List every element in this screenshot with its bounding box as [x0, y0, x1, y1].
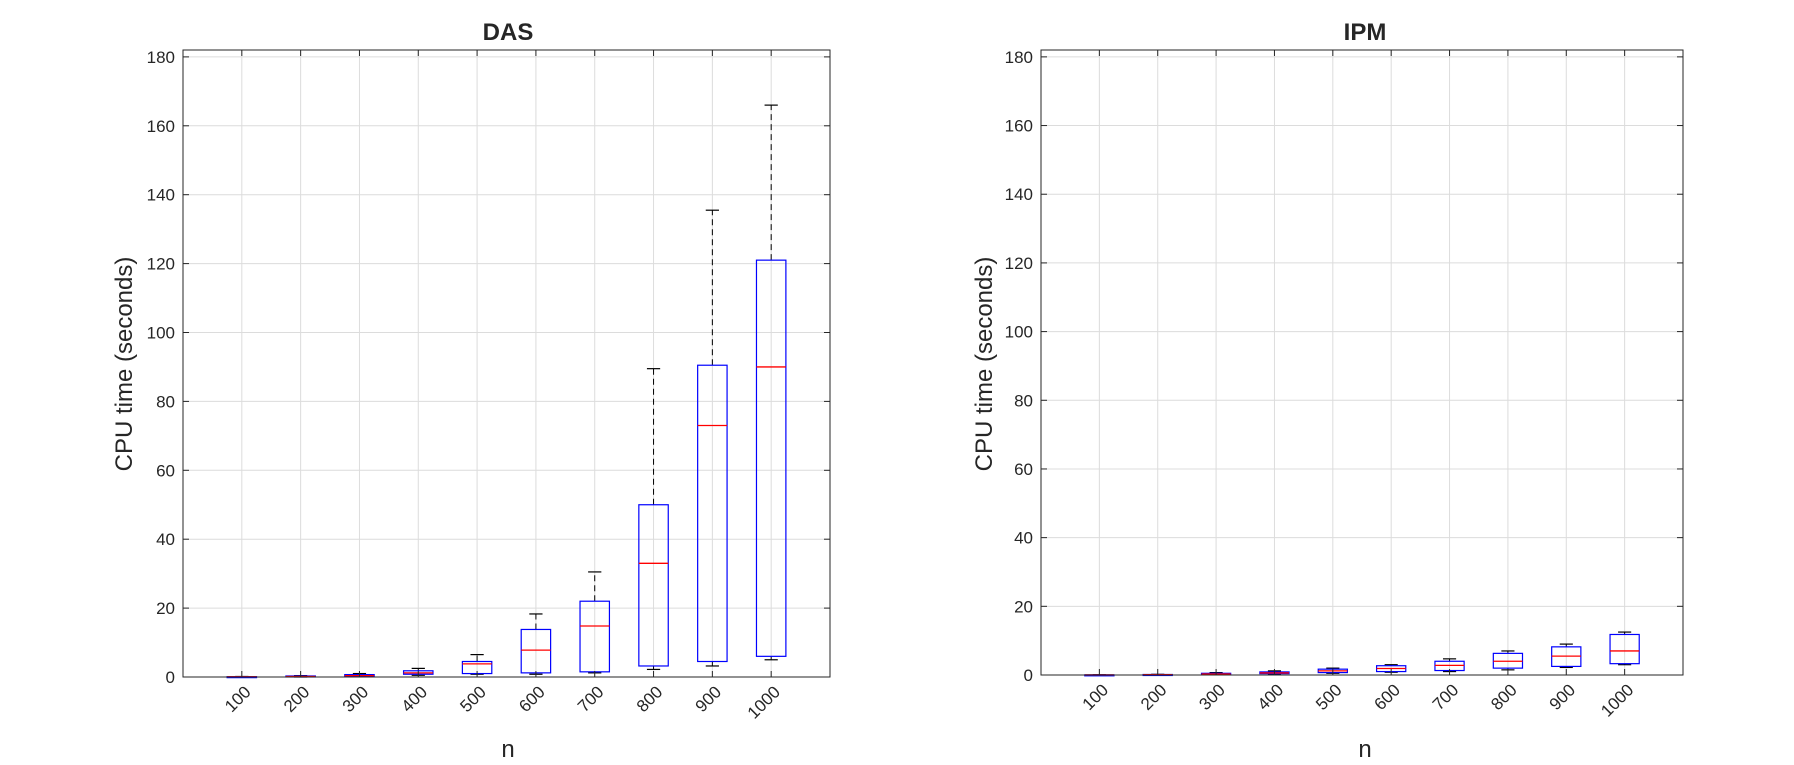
das-y-tick-label: 80 — [156, 392, 175, 411]
ipm-y-ticks: 0 20 40 60 80 100 120 140 160 180 — [1005, 48, 1683, 685]
das-grid — [183, 50, 830, 678]
das-x-ticks: 100 200 300 400 500 600 700 800 900 1000 — [221, 50, 784, 723]
das-y-tick-label: 0 — [166, 668, 175, 687]
ipm-x-tick-label: 300 — [1195, 680, 1228, 713]
ipm-iqr-box — [1609, 633, 1640, 665]
ipm-y-tick-label: 0 — [1024, 666, 1033, 685]
ipm-x-ticks: 100 200 300 400 500 600 700 800 900 1000 — [1079, 50, 1637, 721]
das-iqr-box — [755, 259, 787, 657]
das-x-tick-label: 400 — [398, 682, 431, 715]
das-chart: DAS CPU time (seconds) n 0 20 40 60 80 100 120… — [111, 19, 831, 763]
das-iqr-box — [638, 504, 669, 667]
ipm-chart-title: IPM — [1344, 19, 1387, 46]
ipm-box-900 — [1551, 643, 1582, 669]
ipm-x-tick-label: 100 — [1079, 680, 1112, 713]
das-y-tick-label: 100 — [147, 323, 175, 342]
das-x-tick-label: 100 — [221, 682, 254, 715]
ipm-y-tick-label: 100 — [1005, 323, 1033, 342]
das-x-tick-label: 500 — [456, 682, 489, 715]
ipm-x-tick-label: 400 — [1254, 680, 1287, 713]
ipm-grid — [1041, 50, 1683, 676]
das-x-tick-label: 200 — [280, 682, 313, 715]
das-box-800 — [638, 368, 669, 671]
ipm-y-tick-label: 80 — [1014, 391, 1033, 410]
ipm-y-tick-label: 120 — [1005, 254, 1033, 273]
das-x-axis-label: n — [501, 736, 514, 763]
ipm-y-tick-label: 140 — [1005, 185, 1033, 204]
das-y-ticks: 0 20 40 60 80 100 120 140 160 180 — [147, 48, 830, 687]
ipm-x-tick-label: 1000 — [1597, 680, 1637, 720]
das-x-tick-label: 800 — [633, 682, 666, 715]
das-axes-frame — [182, 49, 831, 678]
ipm-x-tick-label: 600 — [1371, 680, 1404, 713]
das-box-900 — [697, 209, 728, 667]
das-x-tick-label: 900 — [692, 682, 725, 715]
das-y-axis-label: CPU time (seconds) — [111, 257, 138, 472]
das-x-tick-label: 700 — [574, 682, 607, 715]
das-x-tick-label: 600 — [515, 682, 548, 715]
ipm-y-tick-label: 20 — [1014, 597, 1033, 616]
ipm-y-tick-label: 60 — [1014, 460, 1033, 479]
ipm-axes-frame — [1040, 49, 1684, 676]
das-chart-title: DAS — [483, 19, 534, 46]
das-box-1000 — [755, 104, 787, 661]
das-y-tick-label: 60 — [156, 461, 175, 480]
das-y-tick-label: 160 — [147, 117, 175, 136]
das-iqr-box — [697, 364, 728, 663]
ipm-x-tick-label: 800 — [1487, 680, 1520, 713]
ipm-y-axis-label: CPU time (seconds) — [971, 257, 998, 472]
ipm-y-tick-label: 40 — [1014, 529, 1033, 548]
ipm-x-axis-label: n — [1358, 736, 1371, 763]
ipm-x-tick-label: 200 — [1137, 680, 1170, 713]
ipm-box-1000 — [1609, 631, 1640, 666]
das-y-tick-label: 140 — [147, 186, 175, 205]
das-y-tick-label: 180 — [147, 48, 175, 67]
ipm-x-tick-label: 900 — [1546, 680, 1579, 713]
das-x-tick-label: 300 — [339, 682, 372, 715]
ipm-chart: IPM CPU time (seconds) n 0 20 40 60 80 100 120… — [971, 19, 1684, 763]
das-y-tick-label: 120 — [147, 255, 175, 274]
ipm-x-tick-label: 500 — [1312, 680, 1345, 713]
ipm-y-tick-label: 160 — [1005, 117, 1033, 136]
das-y-tick-label: 20 — [156, 599, 175, 618]
ipm-box-700 — [1434, 658, 1465, 673]
ipm-x-tick-label: 700 — [1429, 680, 1462, 713]
ipm-y-tick-label: 180 — [1005, 48, 1033, 67]
das-y-tick-label: 40 — [156, 530, 175, 549]
das-x-tick-label: 1000 — [744, 682, 784, 722]
